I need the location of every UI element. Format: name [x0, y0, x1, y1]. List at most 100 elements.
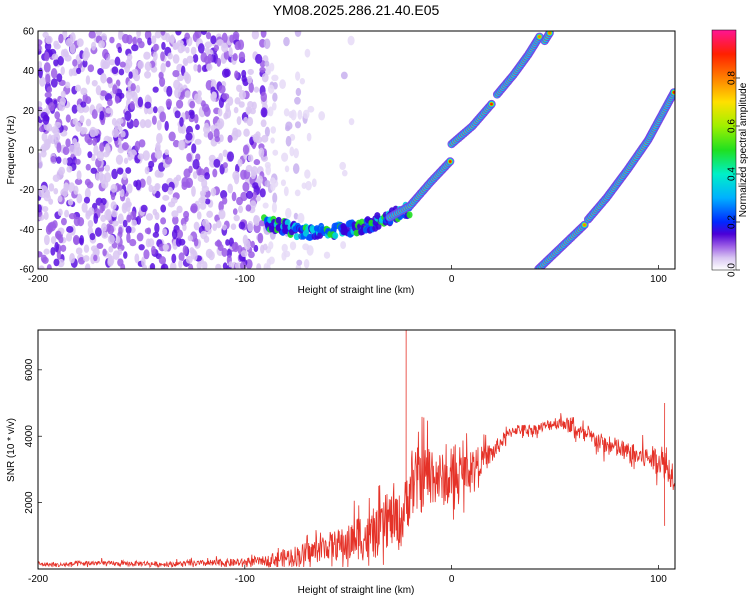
spectrogram-noise-cell: [264, 126, 270, 137]
spectrogram-noise-cell: [65, 38, 73, 47]
spectrogram-noise-cell: [153, 43, 159, 52]
spectrogram-noise-cell: [238, 90, 247, 100]
spectrogram-noise-cell: [258, 143, 265, 150]
spectrogram-noise-cell: [156, 119, 162, 131]
spectrogram-x-tick-label: -100: [235, 274, 255, 285]
spectrogram-noise-cell: [62, 146, 70, 156]
spectrogram-y-tick-label: -20: [20, 185, 35, 196]
spectrogram-noise-cell: [265, 164, 271, 176]
spectrogram-noise-cell: [193, 237, 199, 247]
spectrogram-noise-cell: [223, 50, 230, 60]
spectrogram-noise-cell: [146, 175, 152, 186]
spectrogram-noise-cell: [66, 225, 74, 233]
spectrogram-noise-cell: [44, 189, 51, 199]
spectrogram-noise-cell: [192, 171, 198, 180]
spectrogram-noise-cell: [116, 118, 124, 125]
spectrogram-noise-cell: [38, 44, 42, 52]
spectrogram-noise-cell: [76, 67, 82, 75]
spectrogram-noise-cell: [311, 178, 317, 188]
spectrogram-noise-cell: [98, 40, 105, 49]
spectrogram-noise-cell: [111, 209, 118, 218]
spectrogram-noise-cell: [218, 209, 226, 220]
spectrogram-noise-cell: [237, 158, 243, 167]
spectrogram-noise-cell: [293, 148, 299, 159]
spectrogram-noise-cell: [233, 214, 240, 222]
spectrogram-noise-cell: [68, 68, 74, 77]
spectrogram-noise-cell: [251, 31, 260, 40]
spectrogram-noise-cell: [125, 225, 132, 234]
spectrogram-noise-cell: [101, 231, 109, 239]
spectrogram-noise-cell: [197, 43, 205, 54]
spectrogram-noise-cell: [60, 244, 67, 252]
spectrogram-noise-cell: [60, 217, 67, 226]
spectrogram-noise-cell: [141, 256, 146, 268]
spectrogram-noise-cell: [160, 31, 166, 36]
spectrogram-noise-cell: [245, 164, 253, 173]
spectrogram-y-tick-label: -60: [20, 265, 35, 276]
spectrogram-noise-cell: [151, 35, 157, 45]
spectrogram-noise-cell: [284, 165, 290, 173]
spectrogram-noise-cell: [130, 83, 136, 92]
spectrogram-noise-cell: [340, 71, 348, 80]
spectrogram-noise-cell: [296, 259, 303, 266]
spectrogram-noise-cell: [182, 223, 187, 232]
spectrogram-noise-cell: [175, 31, 182, 36]
spectrogram-noise-cell: [201, 178, 208, 189]
spectrogram-noise-cell: [238, 51, 246, 62]
spectrogram-noise-cell: [75, 84, 82, 92]
spectrogram-noise-cell: [232, 170, 240, 181]
spectrogram-noise-cell: [250, 169, 257, 180]
spectrogram-noise-cell: [215, 220, 222, 229]
spectrogram-noise-cell: [107, 136, 113, 143]
spectrogram-noise-cell: [151, 245, 156, 255]
spectrogram-noise-cell: [178, 259, 183, 269]
spectrogram-noise-cell: [89, 232, 96, 241]
spectrogram-noise-cell: [183, 210, 190, 219]
spectrogram-noise-cell: [294, 121, 301, 129]
spectrogram-noise-cell: [86, 181, 94, 189]
spectrogram-noise-cell: [38, 67, 43, 79]
spectrogram-noise-cell: [339, 161, 346, 171]
spectrogram-noise-cell: [59, 97, 66, 106]
spectrogram-noise-cell: [100, 73, 107, 84]
spectrogram-noise-cell: [82, 50, 89, 62]
spectrogram-noise-cell: [270, 126, 277, 134]
spectrogram-noise-cell: [178, 139, 185, 151]
spectrogram-noise-cell: [48, 198, 54, 205]
spectrogram-noise-cell: [40, 254, 47, 263]
spectrogram-noise-cell: [142, 150, 150, 161]
spectrogram-noise-cell: [230, 223, 237, 231]
spectrogram-noise-cell: [245, 204, 252, 212]
spectrogram-noise-cell: [294, 189, 301, 197]
spectrogram-noise-cell: [289, 241, 297, 251]
spectrogram-noise-cell: [221, 32, 228, 44]
spectrogram-noise-cell: [134, 140, 141, 151]
spectrogram-noise-cell: [240, 169, 247, 180]
spectrogram-noise-cell: [48, 102, 55, 112]
spectrogram-noise-cell: [107, 234, 116, 245]
spectrogram-noise-cell: [185, 132, 193, 141]
spectrogram-noise-cell: [303, 258, 310, 269]
spectrogram-noise-cell: [201, 64, 208, 73]
spectrogram-noise-cell: [243, 128, 250, 137]
spectrogram-noise-cell: [97, 67, 104, 76]
spectrogram-noise-cell: [262, 202, 269, 209]
spectrogram-noise-cell: [129, 238, 137, 247]
spectrogram-noise-cell: [183, 168, 191, 179]
spectrogram-noise-cell: [248, 251, 255, 259]
spectrogram-noise-cell: [172, 215, 179, 225]
spectrogram-noise-cell: [38, 204, 42, 213]
spectrogram-noise-cell: [94, 227, 102, 237]
spectrogram-noise-cell: [216, 57, 222, 67]
spectrogram-noise-cell: [47, 134, 53, 144]
spectrogram-noise-cell: [53, 43, 61, 50]
spectrogram-noise-cell: [182, 245, 188, 256]
spectrogram-noise-cell: [195, 124, 200, 131]
spectrogram-noise-cell: [161, 183, 169, 193]
spectrogram-noise-cell: [206, 210, 214, 218]
spectrogram-noise-cell: [64, 209, 70, 218]
spectrogram-noise-cell: [117, 31, 123, 41]
spectrogram-noise-cell: [75, 247, 83, 255]
spectrogram-noise-cell: [240, 250, 248, 258]
spectrogram-noise-cell: [121, 142, 129, 151]
